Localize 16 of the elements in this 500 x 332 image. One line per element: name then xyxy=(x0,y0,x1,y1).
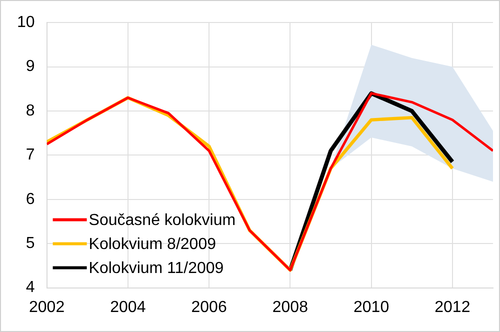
x-tick-label: 2004 xyxy=(110,298,146,316)
y-tick-label: 7 xyxy=(26,146,35,164)
x-tick-label: 2006 xyxy=(191,298,227,316)
y-tick-label: 5 xyxy=(26,235,35,252)
y-tick-label: 6 xyxy=(26,190,35,208)
y-tick-label: 4 xyxy=(26,279,35,296)
y-tick-label: 9 xyxy=(26,58,35,76)
x-tick-label: 2002 xyxy=(29,298,65,316)
legend-label: Kolokvium 8/2009 xyxy=(88,236,216,254)
x-tick-label: 2008 xyxy=(272,298,308,316)
legend-label: Kolokvium 11/2009 xyxy=(88,260,224,278)
x-tick-label: 2012 xyxy=(434,298,470,316)
x-tick-label: 2010 xyxy=(354,298,390,316)
legend-label: Současné kolokvium xyxy=(88,212,236,230)
y-tick-label: 8 xyxy=(26,102,35,120)
y-tick-label: 10 xyxy=(17,14,35,32)
